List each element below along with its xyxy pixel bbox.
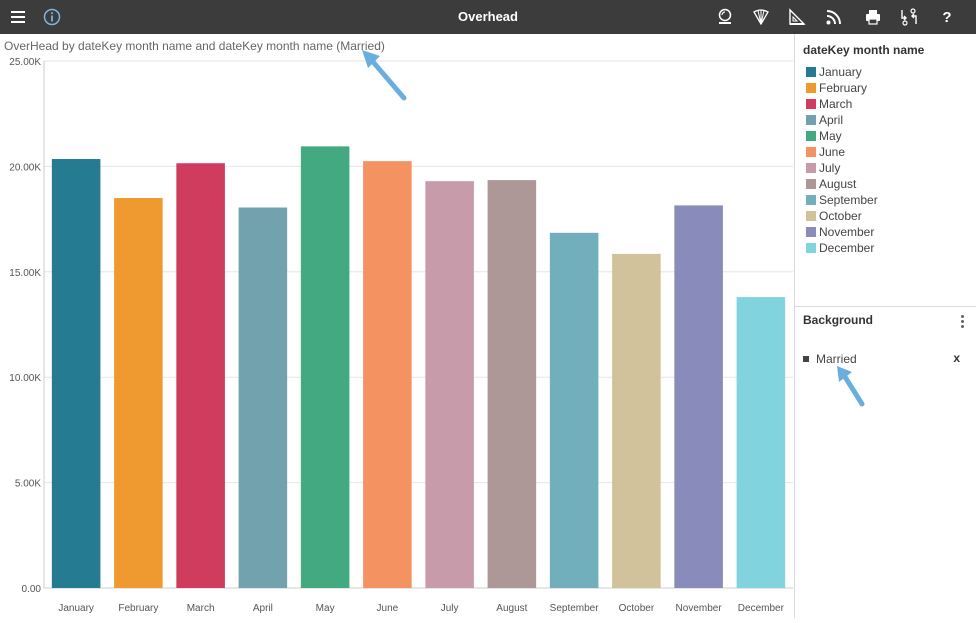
legend-swatch bbox=[806, 67, 816, 77]
hamburger-menu-icon[interactable] bbox=[6, 5, 30, 29]
bar[interactable] bbox=[674, 205, 723, 588]
legend-item-label: August bbox=[819, 177, 857, 191]
legend-item-label: June bbox=[819, 145, 846, 159]
legend-list: January February March April May June July Augu… bbox=[806, 64, 878, 256]
legend-swatch bbox=[806, 195, 816, 205]
legend-item[interactable]: October bbox=[806, 208, 878, 224]
x-tick-label: December bbox=[738, 603, 785, 614]
legend-swatch bbox=[806, 83, 816, 93]
printer-icon[interactable] bbox=[861, 5, 885, 29]
bar[interactable] bbox=[176, 163, 225, 588]
legend-swatch bbox=[806, 147, 816, 157]
y-tick-label: 5.00K bbox=[15, 479, 41, 490]
legend-item[interactable]: April bbox=[806, 112, 878, 128]
info-icon[interactable] bbox=[40, 5, 64, 29]
bar[interactable] bbox=[114, 198, 163, 588]
legend-title: dateKey month name bbox=[803, 43, 925, 57]
x-tick-label: May bbox=[316, 603, 335, 614]
legend-item[interactable]: November bbox=[806, 224, 878, 240]
bar[interactable] bbox=[363, 161, 412, 588]
panel-divider bbox=[794, 34, 795, 618]
help-icon[interactable]: ? bbox=[935, 5, 959, 29]
legend-item[interactable]: June bbox=[806, 144, 878, 160]
legend-panel: dateKey month name January February March A… bbox=[795, 34, 976, 306]
legend-item[interactable]: September bbox=[806, 192, 878, 208]
toolbar: Overhead ? bbox=[0, 0, 976, 34]
legend-item[interactable]: March bbox=[806, 96, 878, 112]
legend-swatch bbox=[806, 115, 816, 125]
x-tick-label: February bbox=[118, 603, 158, 614]
drill-icon[interactable] bbox=[713, 5, 737, 29]
bar[interactable] bbox=[425, 181, 474, 588]
panel-divider-horizontal bbox=[795, 306, 976, 307]
background-panel: Background Married x bbox=[795, 307, 976, 618]
legend-swatch bbox=[806, 179, 816, 189]
legend-item-label: March bbox=[819, 97, 853, 111]
bar[interactable] bbox=[612, 253, 661, 588]
legend-swatch bbox=[806, 99, 816, 109]
swap-icon[interactable] bbox=[897, 5, 921, 29]
y-tick-label: 15.00K bbox=[9, 268, 41, 279]
bar[interactable] bbox=[238, 207, 288, 589]
help-label: ? bbox=[942, 8, 952, 26]
legend-item-label: January bbox=[819, 65, 862, 79]
legend-swatch bbox=[806, 131, 816, 141]
legend-swatch bbox=[806, 211, 816, 221]
bar[interactable] bbox=[736, 297, 786, 588]
background-panel-title: Background bbox=[803, 313, 874, 327]
bar[interactable] bbox=[487, 180, 537, 588]
legend-item[interactable]: May bbox=[806, 128, 878, 144]
legend-item-label: September bbox=[819, 193, 878, 207]
legend-item[interactable]: July bbox=[806, 160, 878, 176]
x-tick-label: August bbox=[496, 603, 527, 614]
legend-item-label: November bbox=[819, 225, 875, 239]
chart-title: OverHead by dateKey month name and dateK… bbox=[4, 39, 385, 53]
legend-item-label: April bbox=[819, 113, 844, 127]
bar-chart: 0.00 5.00K 10.00K 15.00K 20.00K 25.00K January… bbox=[9, 57, 793, 614]
x-tick-label: April bbox=[253, 603, 273, 614]
filter-chip-married: Married x bbox=[803, 351, 968, 367]
x-tick-label: March bbox=[187, 603, 215, 614]
filter-bullet-icon bbox=[803, 356, 809, 362]
x-tick-label: October bbox=[619, 603, 655, 614]
legend-item-label: October bbox=[819, 209, 862, 223]
filter-label: Married bbox=[816, 352, 857, 366]
y-tick-label: 10.00K bbox=[9, 373, 41, 384]
x-tick-label: July bbox=[441, 603, 459, 614]
legend-item-label: May bbox=[819, 129, 842, 143]
panel-menu-icon[interactable] bbox=[955, 311, 969, 331]
x-tick-label: November bbox=[676, 603, 723, 614]
x-tick-label: September bbox=[550, 603, 600, 614]
bar[interactable] bbox=[300, 146, 350, 588]
filter-remove-button[interactable]: x bbox=[953, 351, 960, 365]
bar[interactable] bbox=[549, 232, 599, 588]
legend-item-label: July bbox=[819, 161, 841, 175]
legend-item-label: December bbox=[819, 241, 875, 255]
legend-item[interactable]: August bbox=[806, 176, 878, 192]
legend-item[interactable]: January bbox=[806, 64, 878, 80]
chart-area: 0.00 5.00K 10.00K 15.00K 20.00K 25.00K January… bbox=[0, 56, 793, 618]
legend-item[interactable]: February bbox=[806, 80, 878, 96]
rss-feed-icon[interactable] bbox=[822, 5, 846, 29]
legend-item-label: February bbox=[819, 81, 868, 95]
legend-swatch bbox=[806, 163, 816, 173]
x-tick-label: January bbox=[58, 603, 94, 614]
legend-swatch bbox=[806, 243, 816, 253]
legend-item[interactable]: December bbox=[806, 240, 878, 256]
y-tick-label: 25.00K bbox=[9, 57, 41, 68]
y-tick-label: 20.00K bbox=[9, 162, 41, 173]
y-tick-label: 0.00 bbox=[22, 584, 42, 595]
legend-swatch bbox=[806, 227, 816, 237]
color-fan-icon[interactable] bbox=[749, 5, 773, 29]
bar[interactable] bbox=[51, 159, 101, 588]
set-square-icon[interactable] bbox=[785, 5, 809, 29]
x-tick-label: June bbox=[377, 603, 399, 614]
